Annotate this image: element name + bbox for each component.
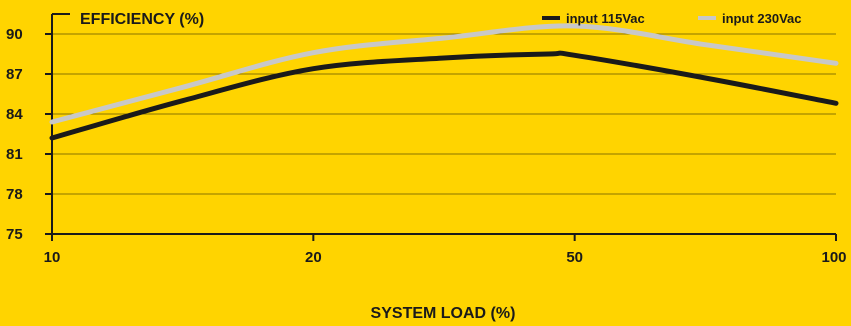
x-tick-label: 20 [305, 249, 322, 266]
y-tick-label: 84 [6, 106, 23, 123]
grid-lines [52, 33, 836, 195]
series-line-115vac [49, 50, 839, 141]
y-tick-label: 87 [6, 66, 23, 83]
y-tick-labels: 75 78 81 84 87 90 [6, 13, 70, 243]
series-line-230vac [49, 23, 839, 125]
y-tick-label: 75 [6, 226, 23, 243]
legend-label-115vac: input 115Vac [566, 11, 645, 26]
y-tick-label: 78 [6, 186, 23, 203]
x-tick-label: 100 [821, 249, 846, 266]
x-axis-label: SYSTEM LOAD (%) [371, 305, 516, 322]
x-tick-labels: 10 20 50 100 [44, 234, 847, 266]
chart-title: EFFICIENCY (%) [80, 11, 204, 28]
series-lines [49, 23, 839, 141]
y-tick-label: 90 [6, 26, 23, 43]
legend-label-230vac: input 230Vac [722, 11, 801, 26]
x-tick-label: 50 [566, 249, 583, 266]
x-tick-label: 10 [44, 249, 61, 266]
y-tick-label: 81 [6, 146, 23, 163]
legend: input 115Vac input 230Vac [542, 11, 801, 26]
